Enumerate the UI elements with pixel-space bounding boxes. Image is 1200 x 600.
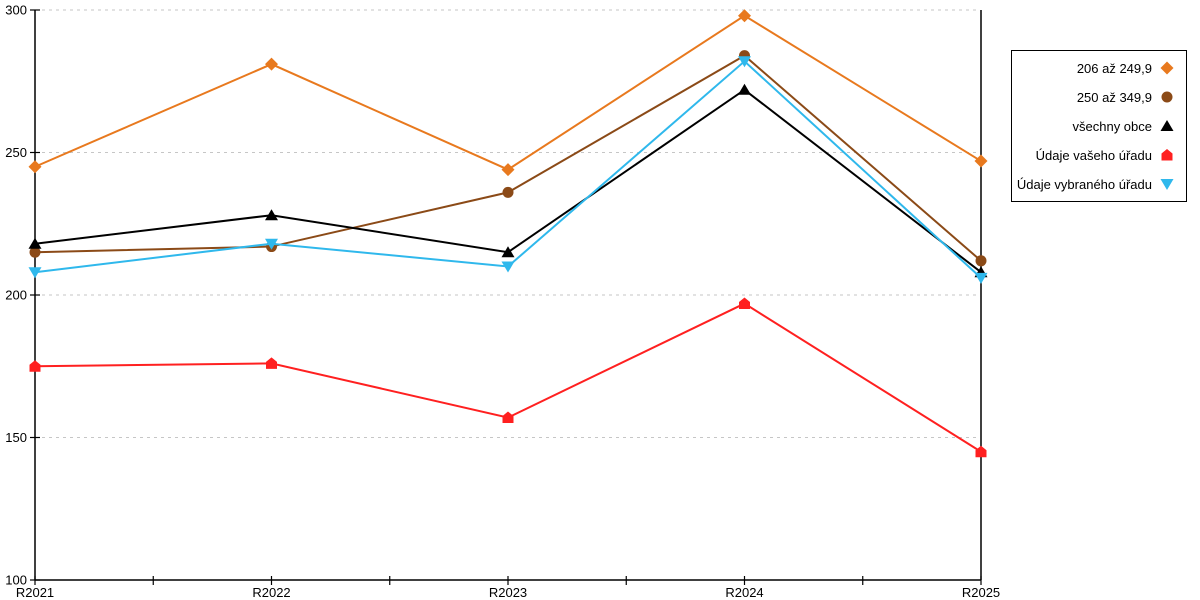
diamond-glyph [1160, 61, 1174, 75]
series-line [34, 54, 982, 262]
triangle-down-marker [265, 238, 278, 250]
triangle-up-marker [738, 83, 751, 95]
circle-shape [1161, 91, 1173, 103]
y-tick-label: 300 [5, 3, 27, 18]
legend-label: Údaje vybraného úřadu [1016, 176, 1152, 192]
diamond-marker [738, 9, 751, 23]
diamond-marker-icon [1160, 61, 1174, 75]
series-line [34, 14, 982, 171]
x-tick-label: R2025 [962, 585, 1000, 600]
diamond-marker [28, 160, 42, 174]
triangle-up-glyph [1160, 120, 1174, 131]
x-tick-label: R2021 [16, 585, 54, 600]
x-tick-label: R2023 [489, 585, 527, 600]
legend-label: Údaje vašeho úřadu [1035, 147, 1152, 163]
triangle-up-marker [501, 246, 515, 258]
circle-marker [975, 255, 987, 267]
legend-item-250-az-349: 250 až 349,9 [1012, 83, 1186, 112]
triangle-down-marker-icon [1160, 177, 1174, 191]
triangle-down-marker [501, 261, 515, 273]
x-tick-label: R2024 [725, 585, 763, 600]
chart-legend: 206 až 249,9 250 až 349,9 všechny obce Ú… [1011, 50, 1187, 202]
circle-marker [502, 186, 514, 198]
pentagon-marker [502, 411, 514, 424]
diamond-shape [1160, 61, 1174, 75]
triangle-up-marker [265, 209, 278, 221]
triangle-down-marker [28, 267, 42, 279]
legend-item-udaje-vaseho-uradu: Údaje vašeho úřadu [1012, 141, 1186, 170]
y-tick-label: 250 [5, 145, 27, 160]
legend-label: 250 až 349,9 [1076, 89, 1152, 105]
series-0 [28, 9, 988, 177]
triangle-down-marker [738, 56, 751, 68]
pentagon-marker [266, 357, 277, 369]
circle-marker [29, 246, 41, 258]
diamond-marker [265, 57, 278, 71]
pentagon-glyph [1161, 149, 1173, 161]
diamond-marker [974, 154, 988, 168]
series-line [34, 88, 982, 273]
triangle-up-marker-icon [1160, 119, 1174, 133]
series-1 [29, 50, 987, 267]
pentagon-marker [29, 360, 41, 372]
series-3 [29, 297, 987, 458]
circle-marker-icon [1160, 90, 1174, 104]
triangle-up-marker [28, 237, 42, 249]
series-4 [28, 56, 988, 284]
legend-item-206-az-249: 206 až 249,9 [1012, 54, 1186, 83]
pentagon-shape [1161, 149, 1173, 161]
pentagon-marker [975, 445, 987, 458]
diamond-marker [501, 163, 515, 177]
triangle-down-shape [1160, 179, 1174, 190]
pentagon-marker [739, 297, 750, 310]
triangle-up-shape [1160, 120, 1174, 131]
x-tick-label: R2022 [252, 585, 290, 600]
legend-label: 206 až 249,9 [1076, 60, 1152, 76]
legend-item-udaje-vybraneho-uradu: Údaje vybraného úřadu [1012, 170, 1186, 199]
pentagon-marker-icon [1160, 148, 1174, 162]
circle-glyph [1161, 91, 1173, 103]
y-tick-label: 200 [5, 288, 27, 303]
triangle-down-glyph [1160, 179, 1174, 190]
series-line [34, 302, 982, 453]
legend-label: všechny obce [1072, 118, 1153, 134]
y-tick-label: 100 [5, 573, 27, 588]
y-tick-label: 150 [5, 430, 27, 445]
triangle-down-marker [974, 272, 988, 284]
legend-item-vsechny-obce: všechny obce [1012, 112, 1186, 141]
